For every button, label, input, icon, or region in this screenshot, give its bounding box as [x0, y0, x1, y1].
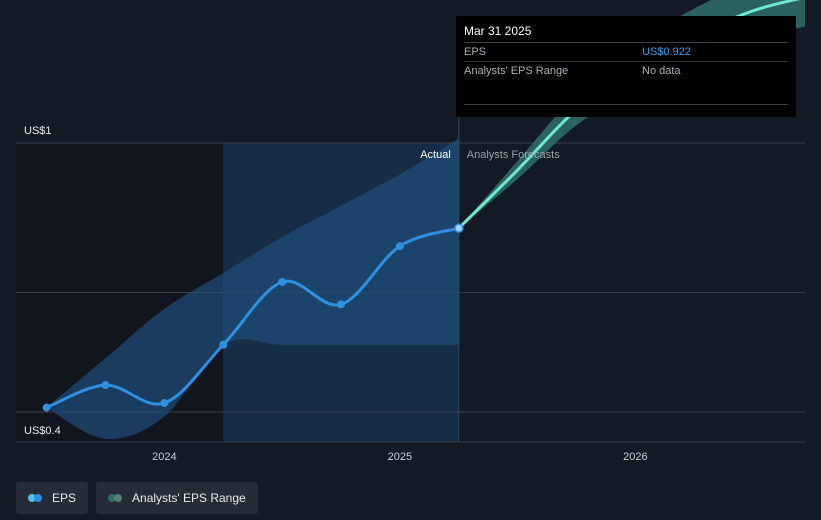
legend-analyst-range[interactable]: Analysts' EPS Range: [96, 482, 258, 514]
eps-point[interactable]: [454, 223, 464, 233]
eps-actual-line: [46, 226, 460, 409]
y-tick-label-top: US$1: [24, 125, 52, 137]
tooltip-row-eps: EPS US$0.922: [464, 43, 788, 62]
eps-point[interactable]: [42, 403, 51, 412]
tooltip-range-value: No data: [642, 65, 681, 77]
y-tick-label-bottom: US$0.4: [24, 425, 61, 437]
eps-confidence-band: [46, 138, 459, 440]
tooltip-divider: [464, 80, 788, 105]
x-tick-label: 2024: [152, 451, 176, 463]
range-legend-icon: [108, 494, 124, 502]
legend-eps[interactable]: EPS: [16, 482, 89, 514]
legend-range-label: Analysts' EPS Range: [132, 491, 246, 505]
x-tick-labels: 2024 2025 2026: [152, 451, 648, 463]
eps-point[interactable]: [101, 381, 110, 390]
tooltip-eps-label: EPS: [464, 46, 487, 58]
forecast-region-label: Analysts Forecasts: [467, 149, 560, 161]
gridlines: [16, 142, 805, 443]
eps-point[interactable]: [278, 277, 287, 286]
eps-point[interactable]: [160, 399, 169, 408]
eps-point[interactable]: [395, 242, 404, 251]
x-tick-label: 2025: [388, 451, 412, 463]
tooltip-eps-value: US$0.922: [642, 46, 691, 58]
eps-point[interactable]: [337, 300, 346, 309]
tooltip-range-label: Analysts' EPS Range: [464, 65, 569, 77]
legend-eps-label: EPS: [52, 491, 77, 505]
actual-region-label: Actual: [420, 149, 451, 161]
hover-tooltip: Mar 31 2025 EPS US$0.922 Analysts' EPS R…: [456, 16, 796, 117]
tooltip-row-range: Analysts' EPS Range No data: [464, 62, 788, 80]
chart-legend: EPS Analysts' EPS Range: [16, 482, 258, 514]
eps-point[interactable]: [219, 340, 228, 349]
eps-legend-icon: [28, 494, 44, 502]
x-tick-label: 2026: [623, 451, 647, 463]
tooltip-date: Mar 31 2025: [464, 24, 788, 43]
